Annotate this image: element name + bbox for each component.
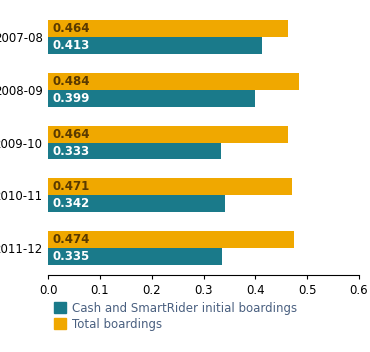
Text: 0.333: 0.333 bbox=[52, 145, 90, 157]
Bar bbox=[48, 195, 225, 212]
Bar bbox=[48, 37, 262, 54]
Bar bbox=[48, 126, 289, 143]
Bar bbox=[48, 143, 221, 159]
Bar bbox=[48, 90, 255, 107]
Text: 0.335: 0.335 bbox=[52, 250, 90, 263]
Bar bbox=[48, 20, 289, 37]
Text: 0.464: 0.464 bbox=[52, 128, 90, 140]
Legend: Cash and SmartRider initial boardings, Total boardings: Cash and SmartRider initial boardings, T… bbox=[54, 302, 297, 331]
Text: 0.399: 0.399 bbox=[52, 92, 90, 105]
Bar bbox=[48, 178, 292, 195]
Text: 0.464: 0.464 bbox=[52, 22, 90, 35]
Text: 0.471: 0.471 bbox=[52, 181, 90, 193]
Bar bbox=[48, 231, 294, 248]
Text: 0.413: 0.413 bbox=[52, 39, 90, 52]
Bar bbox=[48, 73, 299, 90]
Bar bbox=[48, 248, 222, 265]
Text: 0.484: 0.484 bbox=[52, 75, 90, 88]
Text: 0.474: 0.474 bbox=[52, 233, 90, 246]
Text: 0.342: 0.342 bbox=[52, 197, 90, 210]
